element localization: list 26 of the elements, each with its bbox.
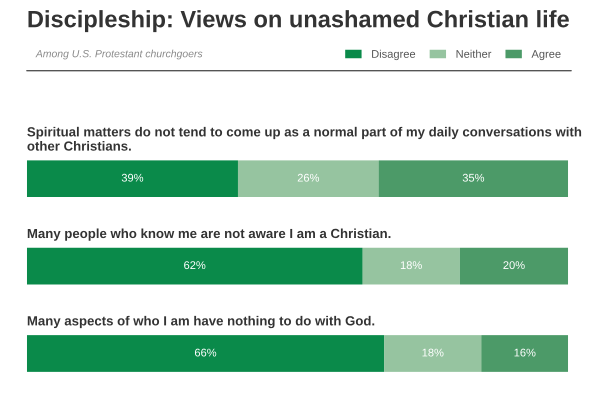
bar — [26, 160, 238, 198]
bar — [26, 248, 362, 284]
bar — [482, 335, 568, 372]
y-tick-label: Many aspects of who I am have nothing to do with God. — [28, 316, 374, 328]
bar — [238, 160, 379, 198]
y-tick-label: Many people who know me are not aware I am a Christian. — [28, 228, 390, 241]
data-label: 16% — [514, 348, 536, 357]
data-label: 66% — [194, 348, 216, 357]
bar — [460, 248, 568, 284]
data-label: 62% — [184, 261, 206, 270]
bar — [26, 335, 384, 372]
bar — [378, 160, 568, 198]
data-label: 18% — [400, 261, 422, 270]
bar — [362, 248, 460, 284]
chart-subtitle: Among U.S. Protestant churchgoers — [35, 50, 202, 60]
legend-label: Disagree — [372, 50, 416, 60]
data-label: 20% — [503, 261, 525, 270]
data-label: 26% — [298, 174, 320, 182]
data-label: 35% — [462, 174, 484, 182]
legend-label: Neither — [456, 50, 492, 58]
y-tick-label: Spiritual matters do not tend to come up as a normal part of my daily conversations with other Christians. — [27, 126, 582, 151]
data-label: 39% — [122, 174, 144, 182]
bar — [384, 335, 482, 372]
legend-label: Agree — [531, 50, 561, 60]
data-label: 18% — [422, 348, 444, 357]
chart-title: Discipleship: Views on unashamed Christian life — [28, 10, 569, 32]
